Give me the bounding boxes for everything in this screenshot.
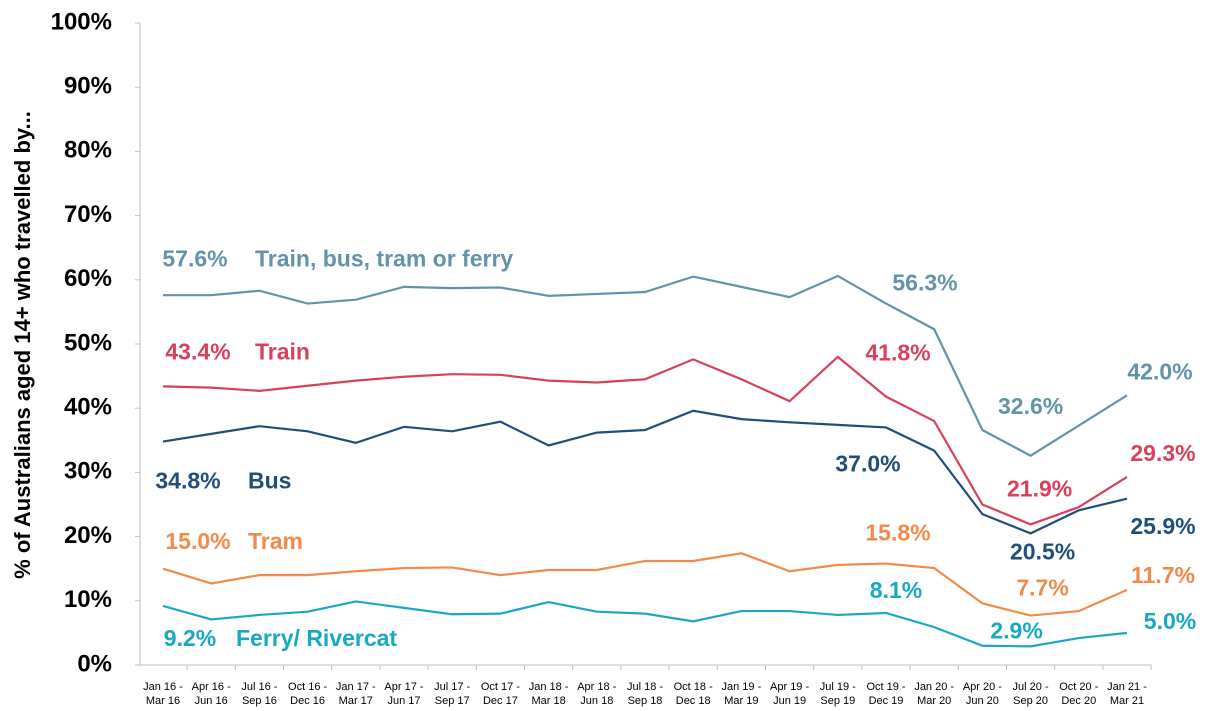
x-tick-label: Jan 20 - Mar 20 [914, 681, 955, 707]
data-label: 32.6% [998, 393, 1063, 419]
x-tick-label: Jan 21 - Mar 21 [1107, 681, 1147, 707]
data-label: 25.9% [1130, 513, 1195, 539]
x-tick-label: Oct 19 - Dec 19 [866, 681, 906, 707]
x-tick-label: Jul 17 - Sep 17 [434, 681, 471, 707]
x-tick-label: Oct 18 - Dec 18 [673, 681, 713, 707]
x-tick-label: Apr 17 - Jun 17 [384, 681, 424, 707]
series-name-label: Ferry/ Rivercat [236, 625, 397, 651]
y-tick-label: 10% [64, 586, 112, 613]
data-label: 56.3% [892, 270, 957, 296]
data-label: 7.7% [1016, 575, 1068, 601]
data-label: 21.9% [1007, 475, 1072, 501]
x-tick-label: Jan 18 - Mar 18 [528, 681, 569, 707]
x-tick-label: Jan 19 - Mar 19 [721, 681, 762, 707]
data-label: 57.6% [162, 245, 227, 271]
y-axis-title: % of Australians aged 14+ who travelled … [10, 111, 35, 579]
x-tick-label: Apr 16 - Jun 16 [191, 681, 231, 707]
data-label: 34.8% [155, 468, 220, 494]
data-label: 5.0% [1144, 608, 1196, 634]
series-line [162, 355, 1128, 526]
x-tick-label: Oct 17 - Dec 17 [480, 681, 520, 707]
series-line [162, 600, 1128, 648]
x-tick-label: Jul 16 - Sep 16 [241, 681, 278, 707]
y-tick-label: 80% [64, 137, 112, 164]
y-tick-label: 50% [64, 329, 112, 356]
y-tick-label: 70% [64, 201, 112, 228]
x-tick-label: Apr 19 - Jun 19 [770, 681, 810, 707]
series-line [162, 552, 1128, 617]
data-label: 9.2% [164, 625, 216, 651]
x-tick-label: Apr 20 - Jun 20 [962, 681, 1002, 707]
series-line [162, 409, 1128, 535]
y-tick-label: 60% [64, 265, 112, 292]
series-name-label: Train [255, 338, 310, 364]
series-name-label: Bus [248, 468, 291, 494]
data-label: 15.0% [165, 528, 230, 554]
y-tick-label: 0% [77, 650, 112, 677]
x-tick-label: Jul 19 - Sep 19 [819, 681, 856, 707]
x-tick-label: Jan 16 - Mar 16 [143, 681, 183, 707]
data-label: 2.9% [990, 617, 1042, 643]
x-tick-label: Jul 18 - Sep 18 [626, 681, 664, 707]
y-tick-label: 40% [64, 394, 112, 421]
data-label: 11.7% [1131, 562, 1195, 588]
data-label: 43.4% [165, 338, 230, 364]
data-label: 15.8% [865, 520, 930, 546]
series-name-label: Tram [248, 528, 303, 554]
x-tick-label: Jan 17 - Mar 17 [335, 681, 376, 707]
x-tick-label: Jul 20 - Sep 20 [1012, 681, 1049, 707]
y-tick-label: 100% [51, 8, 112, 35]
series-line [163, 274, 1128, 457]
data-label: 20.5% [1010, 538, 1075, 564]
data-label: 8.1% [870, 577, 922, 603]
series-name-label: Train, bus, tram or ferry [255, 245, 513, 271]
y-tick-label: 90% [64, 73, 112, 100]
x-tick-label: Oct 16 - Dec 16 [288, 681, 328, 707]
data-label: 37.0% [835, 451, 900, 477]
data-label: 29.3% [1130, 440, 1195, 466]
y-tick-label: 20% [64, 522, 112, 549]
x-tick-label: Oct 20 - Dec 20 [1059, 681, 1099, 707]
y-tick-label: 30% [64, 458, 112, 485]
x-tick-label: Apr 18 - Jun 18 [577, 681, 617, 707]
data-label: 41.8% [865, 340, 930, 366]
data-label: 42.0% [1127, 358, 1192, 384]
